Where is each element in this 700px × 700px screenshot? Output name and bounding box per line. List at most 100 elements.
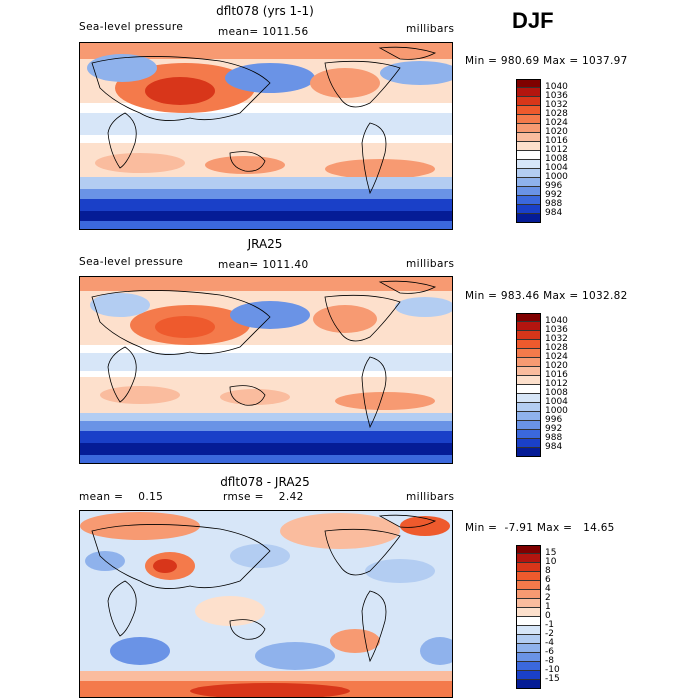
colorbar-swatch — [516, 196, 541, 205]
colorbar-tick-label: 1024 — [545, 352, 568, 362]
colorbar-swatch — [516, 97, 541, 106]
colorbar-swatch — [516, 653, 541, 662]
colorbar-swatch — [516, 376, 541, 385]
colorbar-swatch — [516, 545, 541, 554]
colorbar-tick-label: 1004 — [545, 163, 568, 173]
colorbar-tick-label: 1012 — [545, 379, 568, 389]
colorbar-tick-label: 996 — [545, 415, 563, 425]
season-label: DJF — [512, 8, 554, 33]
colorbar-tick-label: 1008 — [545, 154, 568, 164]
colorbar-swatch — [516, 671, 541, 680]
panel-3-minmax: Min = -7.91 Max = 14.65 — [465, 522, 615, 534]
colorbar-tick-label: 1036 — [545, 91, 568, 101]
colorbar-tick-label: 6 — [545, 575, 551, 585]
panel-1-variable-label: Sea-level pressure — [79, 21, 184, 33]
colorbar-swatch — [516, 358, 541, 367]
colorbar-tick-label: 984 — [545, 208, 563, 218]
colorbar-tick-label: 992 — [545, 190, 563, 200]
colorbar-swatch — [516, 662, 541, 671]
colorbar-tick-label: 1 — [545, 602, 551, 612]
panel-2-minmax: Min = 983.46 Max = 1032.82 — [465, 290, 628, 302]
panel-3-units-label: millibars — [406, 491, 455, 503]
colorbar-frame — [516, 313, 541, 457]
colorbar-tick-label: 1032 — [545, 100, 568, 110]
colorbar-swatch — [516, 124, 541, 133]
colorbar-tick-label: -6 — [545, 647, 554, 657]
colorbar-tick-label: -1 — [545, 620, 554, 630]
colorbar-swatch — [516, 421, 541, 430]
colorbar-tick-label: 1028 — [545, 109, 568, 119]
colorbar-tick-label: 2 — [545, 593, 551, 603]
colorbar-swatch — [516, 106, 541, 115]
colorbar-swatch — [516, 331, 541, 340]
colorbar-swatch — [516, 554, 541, 563]
colorbar-swatch — [516, 322, 541, 331]
colorbar-tick-label: 1040 — [545, 316, 568, 326]
colorbar-swatch — [516, 394, 541, 403]
colorbar-swatch — [516, 205, 541, 214]
colorbar-tick-label: 996 — [545, 181, 563, 191]
colorbar-swatch — [516, 88, 541, 97]
colorbar-tick-label: 1008 — [545, 388, 568, 398]
colorbar-tick-label: -2 — [545, 629, 554, 639]
colorbar-tick-label: 4 — [545, 584, 551, 594]
colorbar-tick-label: 988 — [545, 199, 563, 209]
colorbar-swatch — [516, 599, 541, 608]
colorbar-tick-label: 1020 — [545, 127, 568, 137]
panel-2-variable-label: Sea-level pressure — [79, 256, 184, 268]
colorbar-tick-label: -8 — [545, 656, 554, 666]
colorbar-tick-label: 1000 — [545, 406, 568, 416]
colorbar-tick-label: 992 — [545, 424, 563, 434]
colorbar-swatch — [516, 403, 541, 412]
colorbar-swatch — [516, 626, 541, 635]
colorbar-tick-label: 10 — [545, 557, 557, 567]
colorbar-tick-label: 0 — [545, 611, 551, 621]
colorbar-tick-label: -10 — [545, 665, 560, 675]
colorbar-swatch — [516, 178, 541, 187]
colorbar-swatch — [516, 608, 541, 617]
colorbar-swatch — [516, 617, 541, 626]
colorbar-tick-label: 1040 — [545, 82, 568, 92]
panel-1-map — [79, 42, 453, 230]
colorbar-tick-label: 1028 — [545, 343, 568, 353]
panel-1-title: dflt078 (yrs 1-1) — [216, 4, 314, 18]
panel-3-mean-label: mean = 0.15 — [79, 491, 164, 503]
colorbar-swatch — [516, 133, 541, 142]
colorbar-tick-label: 1016 — [545, 136, 568, 146]
colorbar-swatch — [516, 187, 541, 196]
colorbar-swatch — [516, 313, 541, 322]
colorbar-tick-label: 1012 — [545, 145, 568, 155]
colorbar-swatch — [516, 385, 541, 394]
panel-3-title: dflt078 - JRA25 — [220, 475, 310, 489]
colorbar-tick-label: 15 — [545, 548, 557, 558]
colorbar-swatch — [516, 572, 541, 581]
panel-3-map-field — [80, 511, 452, 697]
colorbar-frame — [516, 79, 541, 223]
colorbar-tick-label: -15 — [545, 674, 560, 684]
colorbar-tick-label: 1032 — [545, 334, 568, 344]
panel-2-map-field — [80, 277, 452, 463]
colorbar-tick-label: 1016 — [545, 370, 568, 380]
colorbar-swatch — [516, 151, 541, 160]
colorbar-frame — [516, 545, 541, 689]
colorbar-tick-label: -4 — [545, 638, 554, 648]
colorbar-swatch — [516, 590, 541, 599]
colorbar-tick-label: 1000 — [545, 172, 568, 182]
panel-1-mean-label: mean= 1011.56 — [218, 26, 309, 38]
colorbar-swatch — [516, 635, 541, 644]
panel-2-map — [79, 276, 453, 464]
panel-1-minmax: Min = 980.69 Max = 1037.97 — [465, 55, 628, 67]
colorbar-tick-label: 1004 — [545, 397, 568, 407]
panel-3-map — [79, 510, 453, 698]
colorbar-swatch — [516, 79, 541, 88]
colorbar-swatch — [516, 581, 541, 590]
colorbar-swatch — [516, 349, 541, 358]
colorbar-swatch — [516, 169, 541, 178]
colorbar-tick-label: 1020 — [545, 361, 568, 371]
colorbar-swatch — [516, 430, 541, 439]
colorbar-swatch — [516, 412, 541, 421]
colorbar-tick-label: 1024 — [545, 118, 568, 128]
colorbar-tick-label: 988 — [545, 433, 563, 443]
colorbar-swatch — [516, 439, 541, 448]
panel-2-mean-label: mean= 1011.40 — [218, 259, 309, 271]
